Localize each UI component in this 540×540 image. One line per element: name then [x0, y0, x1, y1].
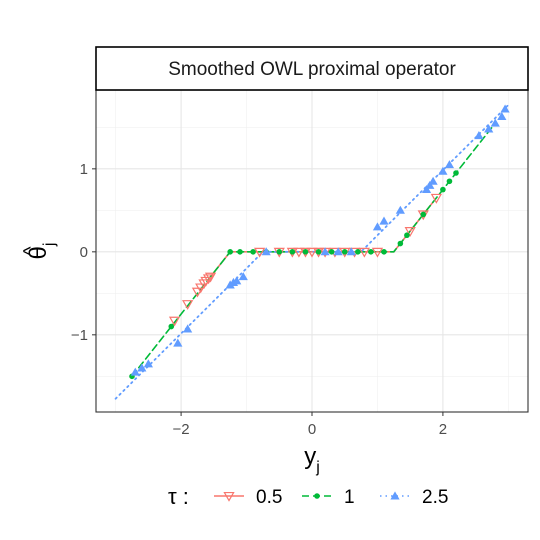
data-point-series-2 [453, 170, 459, 176]
data-point-series-3 [425, 180, 435, 189]
data-point-series-3 [500, 104, 510, 113]
legend-title: τ : [168, 484, 189, 509]
x-axis-ticks: −2 0 2 [173, 412, 447, 438]
legend-item-1: 0.5 [214, 487, 282, 508]
data-point-series-1 [254, 247, 266, 258]
data-point-series-1 [358, 247, 370, 258]
data-point-series-2 [168, 323, 175, 330]
legend-key-marker [390, 491, 400, 500]
data-point-series-3 [438, 166, 448, 175]
data-point-series-2 [328, 249, 335, 255]
data-point-series-1 [306, 247, 318, 258]
x-axis-label-main: y [304, 443, 316, 470]
data-point-series-2 [250, 249, 256, 255]
legend: τ : 0.5 1 2.5 [168, 484, 448, 509]
data-point-series-3 [444, 160, 455, 169]
data-point-series-3 [379, 216, 389, 225]
y-axis-label-sub: j [41, 243, 58, 248]
data-point-series-2 [368, 249, 374, 255]
data-point-series-1 [371, 247, 384, 258]
data-point-series-2 [440, 186, 446, 193]
chart-title: Smoothed OWL proximal operator [168, 59, 456, 80]
data-point-series-2 [237, 249, 243, 255]
legend-label: 0.5 [256, 487, 282, 508]
legend-items: 0.5 1 2.5 [214, 487, 448, 508]
data-point-series-2 [404, 232, 410, 239]
title-strip [95, 46, 529, 91]
y-tick-label: 0 [80, 244, 88, 261]
data-point-series-3 [484, 124, 494, 133]
data-point-series-3 [137, 363, 147, 372]
series-line-2 [131, 122, 497, 378]
data-point-series-2 [276, 249, 283, 255]
data-point-series-1 [168, 316, 181, 327]
data-point-series-2 [302, 249, 309, 255]
series-lines [114, 104, 510, 400]
series-line-3 [114, 104, 510, 400]
data-point-series-3 [320, 247, 330, 256]
data-point-series-3 [143, 359, 153, 368]
data-point-series-1 [404, 227, 416, 237]
data-point-series-2 [341, 249, 348, 255]
data-point-series-2 [381, 249, 387, 255]
x-tick-label: 0 [308, 421, 316, 438]
data-point-series-2 [420, 211, 427, 218]
x-tick-label: 2 [439, 421, 447, 438]
data-point-series-1 [195, 283, 207, 294]
data-point-series-1 [191, 287, 204, 298]
data-point-series-3 [333, 247, 343, 256]
data-point-series-3 [490, 118, 500, 127]
legend-label: 2.5 [422, 487, 448, 508]
data-point-series-3 [497, 111, 507, 121]
data-point-series-1 [182, 300, 194, 310]
data-point-series-3 [261, 247, 271, 256]
data-point-series-3 [183, 324, 193, 333]
legend-label: 1 [344, 487, 355, 508]
svg-text:θj: θj [25, 243, 58, 260]
data-point-series-3 [372, 222, 383, 231]
y-tick-label: −1 [71, 327, 88, 344]
legend-key-marker [314, 493, 320, 499]
data-point-series-2 [355, 249, 361, 255]
y-axis-label-hat: ^ [20, 246, 42, 256]
data-point-series-1 [204, 272, 217, 283]
data-point-series-3 [130, 367, 140, 376]
data-point-series-2 [227, 249, 233, 255]
y-axis-label: ^ θj [20, 243, 58, 260]
data-point-series-2 [315, 249, 322, 255]
y-axis-label-main: θ [25, 246, 52, 259]
data-point-series-3 [232, 276, 242, 285]
data-point-series-2 [289, 249, 296, 255]
legend-item-3: 2.5 [380, 487, 448, 508]
x-tick-label: −2 [173, 421, 190, 438]
x-axis-label-sub: j [315, 459, 320, 476]
data-point-series-1 [430, 193, 442, 204]
legend-item-2: 1 [302, 487, 355, 508]
data-point-series-3 [173, 338, 183, 347]
data-point-series-1 [202, 274, 215, 285]
x-axis-label: yj [304, 443, 320, 476]
data-point-series-1 [293, 247, 305, 258]
y-axis-ticks: −1 0 1 [71, 161, 96, 344]
y-tick-label: 1 [80, 161, 88, 178]
series-points [129, 104, 510, 380]
legend-key-marker [223, 491, 235, 502]
data-point-series-3 [238, 272, 248, 281]
data-point-series-2 [446, 178, 453, 185]
data-point-series-3 [346, 247, 356, 256]
data-point-series-2 [397, 240, 404, 247]
data-point-series-3 [395, 205, 405, 214]
data-point-series-3 [421, 184, 432, 194]
data-point-series-3 [428, 176, 438, 185]
data-point-series-3 [474, 131, 484, 140]
